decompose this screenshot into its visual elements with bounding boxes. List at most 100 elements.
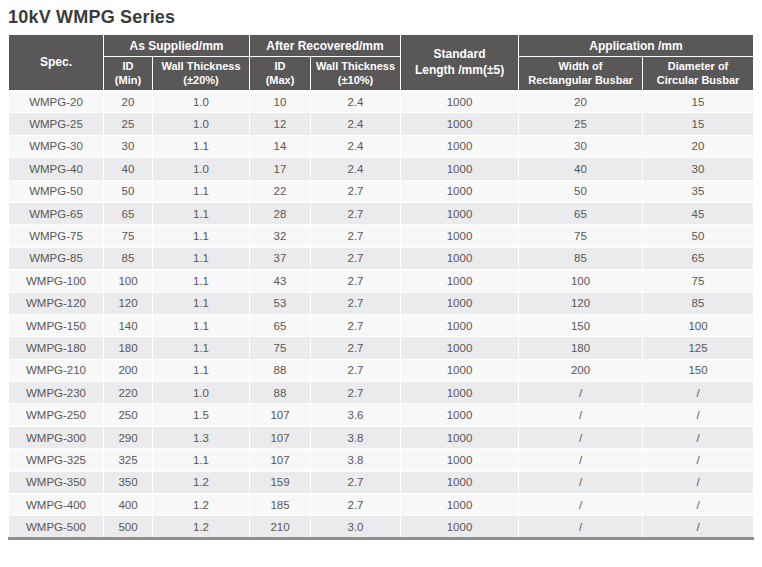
value-cell: 1.5	[153, 404, 250, 426]
value-cell: 1000	[401, 337, 519, 359]
value-cell: 1000	[401, 270, 519, 292]
value-cell: 185	[250, 494, 311, 516]
value-cell: 43	[250, 270, 311, 292]
spec-cell: WMPG-210	[9, 359, 104, 381]
value-cell: 1000	[401, 382, 519, 404]
spec-cell: WMPG-25	[9, 113, 104, 135]
value-cell: /	[519, 471, 643, 493]
header-group-application: Application /mm	[519, 35, 754, 57]
spec-cell: WMPG-120	[9, 292, 104, 314]
value-cell: 65	[104, 202, 153, 224]
value-cell: 107	[250, 404, 311, 426]
spec-cell: WMPG-500	[9, 516, 104, 538]
spec-cell: WMPG-40	[9, 158, 104, 180]
value-cell: 75	[643, 270, 754, 292]
value-cell: 2.7	[311, 494, 401, 516]
table-row: WMPG-65651.1282.710006545	[9, 202, 754, 224]
header-standard-length: Standard Length /mm(±5)	[401, 35, 519, 91]
value-cell: 1000	[401, 180, 519, 202]
value-cell: 3.0	[311, 516, 401, 538]
header-dia-circ-busbar: Diameter of Circular Busbar	[643, 57, 754, 91]
value-cell: 350	[104, 471, 153, 493]
value-cell: 85	[519, 247, 643, 269]
value-cell: 1000	[401, 404, 519, 426]
value-cell: 1000	[401, 113, 519, 135]
value-cell: 28	[250, 202, 311, 224]
value-cell: 35	[643, 180, 754, 202]
value-cell: 75	[104, 225, 153, 247]
value-cell: 290	[104, 426, 153, 448]
value-cell: 2.4	[311, 158, 401, 180]
value-cell: 1.1	[153, 202, 250, 224]
value-cell: 2.4	[311, 135, 401, 157]
table-row: WMPG-2502501.51073.61000//	[9, 404, 754, 426]
value-cell: 50	[519, 180, 643, 202]
value-cell: 250	[104, 404, 153, 426]
value-cell: 100	[643, 314, 754, 336]
value-cell: 3.8	[311, 426, 401, 448]
header-wall-thickness-10: Wall Thickness (±10%)	[311, 57, 401, 91]
value-cell: 1.1	[153, 314, 250, 336]
value-cell: /	[519, 426, 643, 448]
value-cell: 1000	[401, 225, 519, 247]
value-cell: 25	[519, 113, 643, 135]
value-cell: 1.1	[153, 292, 250, 314]
value-cell: 2.7	[311, 471, 401, 493]
value-cell: 14	[250, 135, 311, 157]
value-cell: 15	[643, 113, 754, 135]
value-cell: 1.3	[153, 426, 250, 448]
value-cell: 50	[643, 225, 754, 247]
value-cell: 1.1	[153, 135, 250, 157]
value-cell: 1000	[401, 202, 519, 224]
value-cell: /	[643, 471, 754, 493]
value-cell: 2.7	[311, 292, 401, 314]
value-cell: 2.7	[311, 359, 401, 381]
header-width-rect-busbar: Width of Rectangular Busbar	[519, 57, 643, 91]
table-row: WMPG-3253251.11073.81000//	[9, 449, 754, 471]
value-cell: 1.1	[153, 180, 250, 202]
value-cell: 2.7	[311, 382, 401, 404]
spec-cell: WMPG-325	[9, 449, 104, 471]
table-row: WMPG-1501401.1652.71000150100	[9, 314, 754, 336]
value-cell: 2.7	[311, 247, 401, 269]
value-cell: 1000	[401, 91, 519, 113]
spec-cell: WMPG-180	[9, 337, 104, 359]
value-cell: 220	[104, 382, 153, 404]
page: 10kV WMPG Series Spec. As Supplied/mm Af…	[0, 0, 762, 567]
value-cell: 1.2	[153, 516, 250, 538]
table-row: WMPG-3503501.21592.71000//	[9, 471, 754, 493]
table-row: WMPG-50501.1222.710005035	[9, 180, 754, 202]
value-cell: 200	[104, 359, 153, 381]
table-row: WMPG-75751.1322.710007550	[9, 225, 754, 247]
value-cell: 40	[519, 158, 643, 180]
value-cell: /	[643, 494, 754, 516]
table-row: WMPG-4004001.21852.71000//	[9, 494, 754, 516]
value-cell: 75	[250, 337, 311, 359]
value-cell: 1000	[401, 516, 519, 538]
spec-cell: WMPG-100	[9, 270, 104, 292]
value-cell: 1.2	[153, 471, 250, 493]
value-cell: 22	[250, 180, 311, 202]
spec-cell: WMPG-30	[9, 135, 104, 157]
value-cell: 1.1	[153, 337, 250, 359]
table-row: WMPG-2302201.0882.71000//	[9, 382, 754, 404]
table-row: WMPG-3002901.31073.81000//	[9, 426, 754, 448]
header-group-row: Spec. As Supplied/mm After Recovered/mm …	[9, 35, 754, 57]
header-group-after-recovered: After Recovered/mm	[250, 35, 401, 57]
value-cell: 1000	[401, 359, 519, 381]
spec-cell: WMPG-75	[9, 225, 104, 247]
value-cell: 88	[250, 382, 311, 404]
value-cell: 2.7	[311, 337, 401, 359]
value-cell: 1.1	[153, 270, 250, 292]
spec-cell: WMPG-350	[9, 471, 104, 493]
value-cell: /	[643, 449, 754, 471]
value-cell: 2.7	[311, 180, 401, 202]
value-cell: 17	[250, 158, 311, 180]
value-cell: 65	[519, 202, 643, 224]
page-title: 10kV WMPG Series	[8, 7, 762, 28]
value-cell: 100	[519, 270, 643, 292]
value-cell: 2.7	[311, 270, 401, 292]
value-cell: /	[643, 516, 754, 538]
header-group-as-supplied: As Supplied/mm	[104, 35, 250, 57]
header-id-max: ID (Max)	[250, 57, 311, 91]
